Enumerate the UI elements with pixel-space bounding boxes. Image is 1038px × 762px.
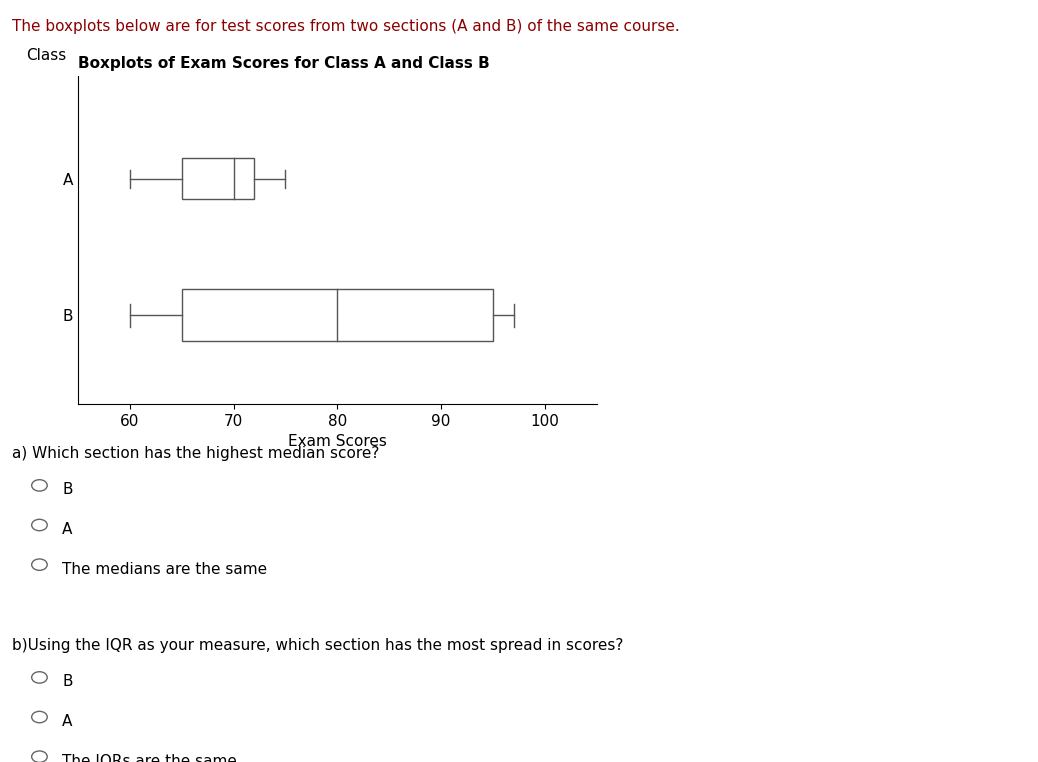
X-axis label: Exam Scores: Exam Scores: [288, 434, 387, 449]
Text: A: A: [62, 714, 73, 729]
Bar: [182, 158, 254, 199]
Text: B: B: [62, 674, 73, 690]
Text: Class: Class: [26, 48, 66, 63]
Text: The IQRs are the same: The IQRs are the same: [62, 754, 237, 762]
Text: B: B: [62, 482, 73, 498]
Bar: [182, 289, 493, 341]
Text: Boxplots of Exam Scores for Class A and Class B: Boxplots of Exam Scores for Class A and …: [78, 56, 490, 71]
Text: a) Which section has the highest median score?: a) Which section has the highest median …: [12, 446, 380, 461]
Text: The boxplots below are for test scores from two sections (A and B) of the same c: The boxplots below are for test scores f…: [12, 19, 680, 34]
Text: b)Using the IQR as your measure, which section has the most spread in scores?: b)Using the IQR as your measure, which s…: [12, 638, 624, 653]
Text: The medians are the same: The medians are the same: [62, 562, 268, 577]
Text: A: A: [62, 522, 73, 537]
